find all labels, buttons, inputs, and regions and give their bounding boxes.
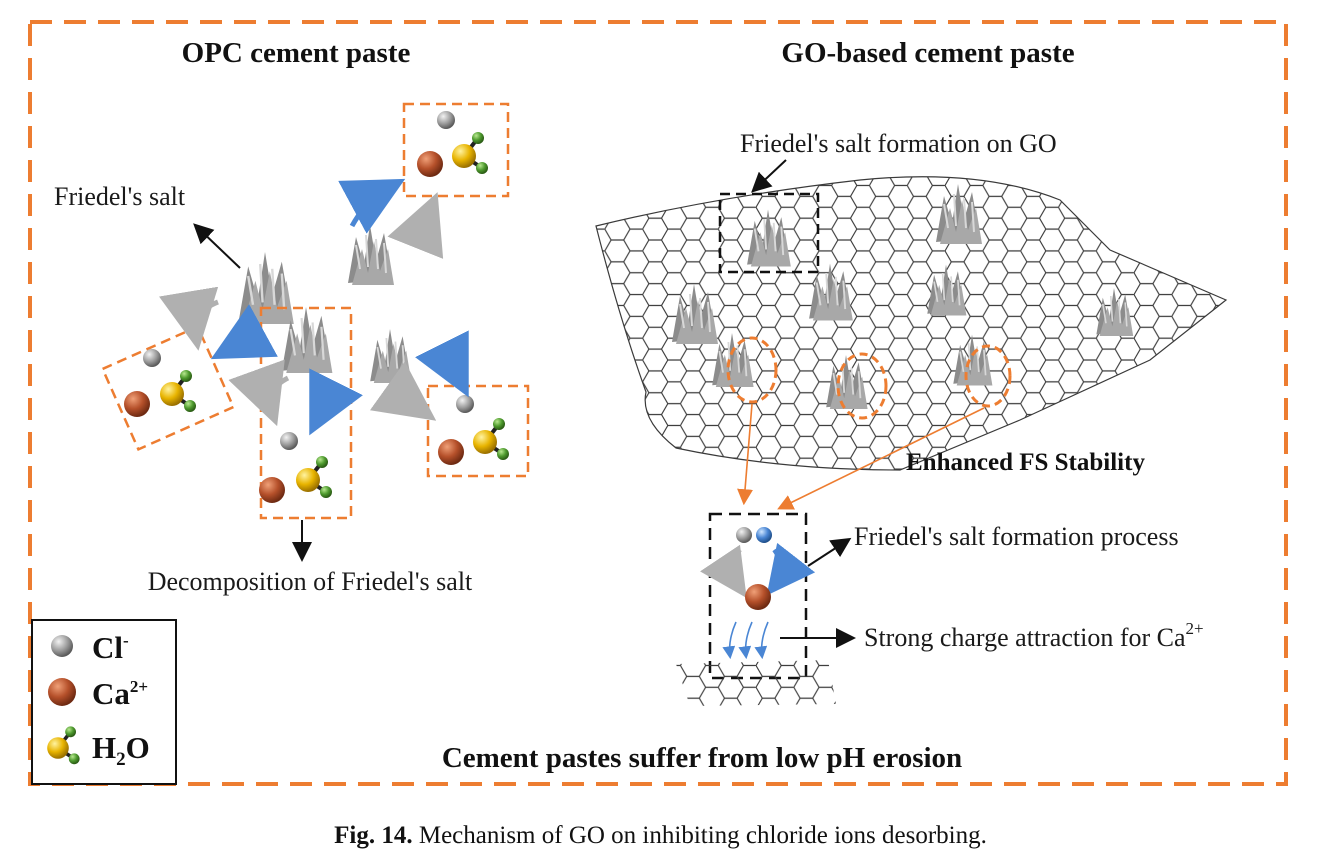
cl-icon — [51, 635, 73, 657]
gray-curved-arrow — [369, 361, 437, 421]
orange-connector-arrow — [777, 407, 985, 510]
opc-panel: Friedel's salt — [54, 102, 530, 596]
charge-attraction-arrow — [738, 621, 753, 660]
h2o-molecule — [471, 416, 511, 462]
figure-caption-text: Mechanism of GO on inhibiting chloride i… — [418, 822, 987, 849]
h2o-molecule — [158, 368, 198, 414]
cl-ion — [143, 349, 161, 367]
ca-ion — [259, 477, 285, 503]
blue-curved-arrow — [309, 368, 363, 436]
cl-ion — [736, 527, 752, 543]
label-charge-attraction: Strong charge attraction for Ca2+ — [864, 619, 1204, 652]
ion-box-left — [100, 325, 236, 451]
salt-crystal-4 — [369, 328, 413, 384]
orange-connector-arrow — [737, 403, 754, 506]
charge-attraction-arrow — [722, 621, 737, 660]
label-formation-process: Friedel's salt formation process — [854, 522, 1179, 551]
friedels-salt-pointer-arrow — [193, 223, 241, 269]
right-panel-title: GO-based cement paste — [781, 37, 1074, 69]
bottom-panel-title: Cement pastes suffer from low pH erosion — [442, 742, 962, 774]
h2o-molecule — [450, 130, 490, 176]
blue-curved-arrow — [415, 330, 469, 398]
formation-on-go-pointer-arrow — [751, 159, 787, 193]
attachment-circle — [726, 336, 778, 404]
label-formation-on-go: Friedel's salt formation on GO — [740, 129, 1057, 158]
legend-cl-label: Cl- — [92, 630, 129, 665]
cl-ion — [456, 395, 474, 413]
legend-h2o-label: H2O — [92, 730, 150, 770]
gray-curved-arrow — [387, 192, 444, 259]
ca-ion — [124, 391, 150, 417]
go-panel: Friedel's salt formation on GO Enhanced … — [595, 129, 1228, 706]
formation-on-go-box — [718, 192, 820, 274]
attachment-circle — [836, 352, 888, 420]
mini-go-sheet — [676, 660, 836, 706]
label-friedels-salt: Friedel's salt — [54, 182, 186, 211]
blue-curved-arrow — [210, 304, 278, 360]
ion-box-top — [402, 102, 510, 198]
gray-curved-arrow — [159, 286, 219, 351]
legend-ca-label: Ca2+ — [92, 676, 148, 711]
gray-curved-arrow — [228, 359, 290, 427]
attachment-circle — [964, 344, 1012, 408]
outer-frame — [28, 20, 1288, 786]
ca-ion — [745, 584, 771, 610]
left-panel-title: OPC cement paste — [182, 37, 411, 69]
ca-icon — [48, 678, 76, 706]
label-decomposition: Decomposition of Friedel's salt — [148, 567, 473, 596]
salt-crystal-2 — [347, 224, 395, 286]
cl-ion — [280, 432, 298, 450]
legend: Cl- Ca2+ H2O — [31, 619, 177, 785]
gray-curved-arrow — [700, 544, 747, 598]
ion-box-right — [426, 384, 530, 478]
charge-attraction-arrow — [754, 621, 769, 660]
cl-ion — [437, 111, 455, 129]
ca-ion — [438, 439, 464, 465]
figure-caption: Fig. 14. Mechanism of GO on inhibiting c… — [0, 822, 1321, 850]
figure-number: Fig. 14. — [334, 822, 413, 849]
blue-curved-arrow — [338, 178, 406, 234]
h2o-molecule — [294, 454, 334, 500]
ca-ion — [417, 151, 443, 177]
label-enhanced-fs-stability: Enhanced FS Stability — [906, 449, 1145, 476]
blue-ion — [756, 527, 772, 543]
blue-curved-arrow — [766, 542, 816, 596]
formation-process-pointer-arrow — [807, 537, 852, 567]
salt-crystal-1 — [237, 250, 295, 326]
